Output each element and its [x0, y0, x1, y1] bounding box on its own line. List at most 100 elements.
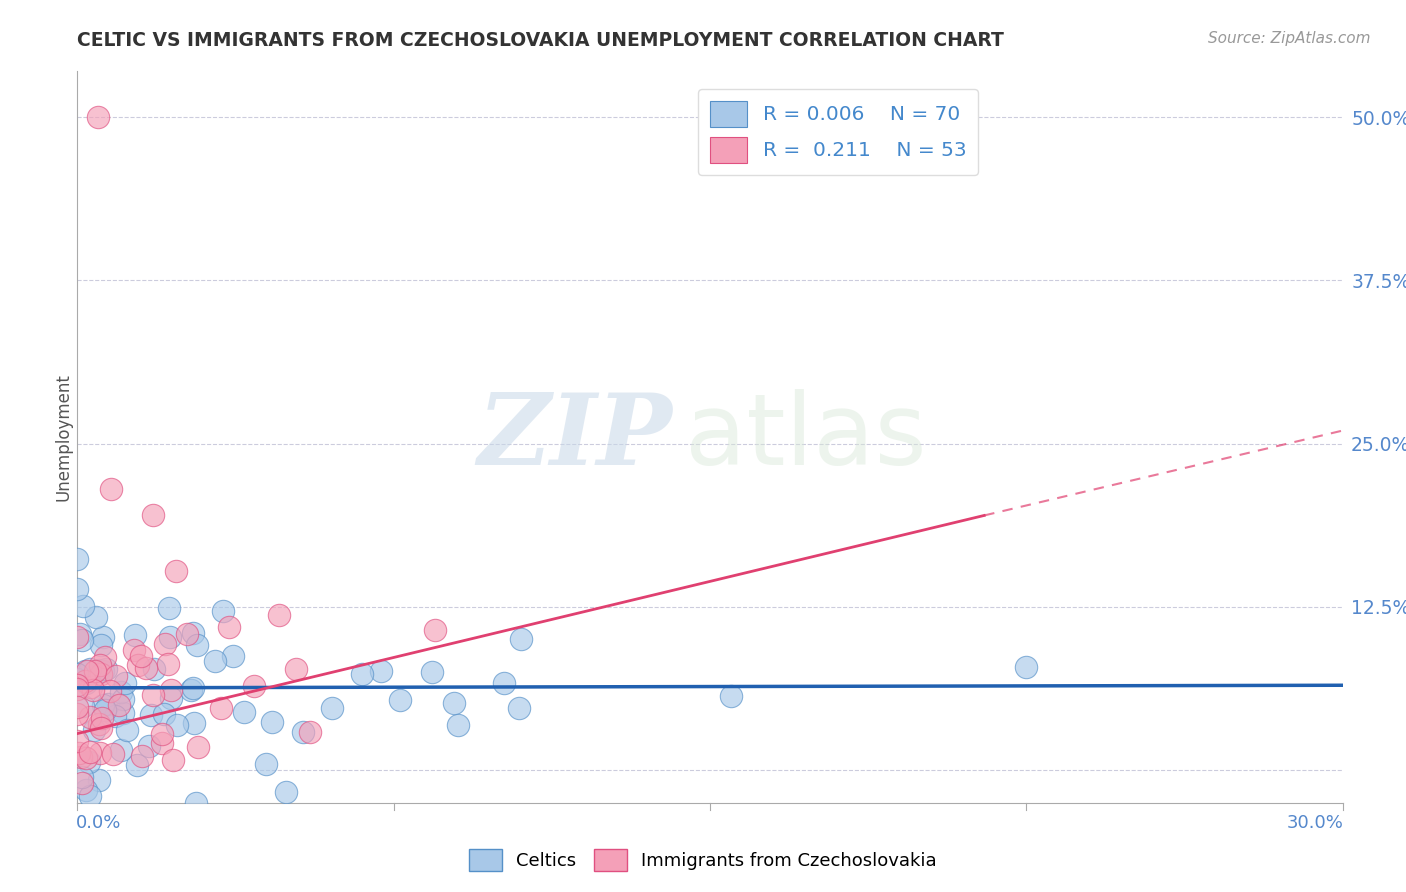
Point — [112, 692, 135, 706]
Point — [142, 508, 165, 523]
Point — [110, 743, 132, 757]
Point — [720, 690, 742, 704]
Point — [66, 700, 89, 714]
Point — [160, 690, 183, 705]
Point — [100, 483, 122, 497]
Point — [160, 682, 183, 697]
Point — [94, 703, 117, 717]
Point — [143, 662, 166, 676]
Point — [284, 662, 307, 676]
Point — [165, 565, 187, 579]
Point — [209, 700, 232, 714]
Point — [66, 672, 89, 686]
Point — [492, 676, 515, 690]
Point — [69, 749, 91, 764]
Point — [79, 710, 101, 724]
Point — [129, 649, 152, 664]
Point — [443, 697, 465, 711]
Point — [122, 643, 145, 657]
Point — [70, 776, 93, 790]
Point — [150, 736, 173, 750]
Point — [115, 723, 138, 737]
Point — [98, 684, 121, 698]
Point — [114, 675, 136, 690]
Point — [66, 682, 89, 697]
Point — [254, 757, 277, 772]
Point — [508, 701, 530, 715]
Point — [72, 698, 94, 713]
Point — [150, 727, 173, 741]
Point — [66, 678, 89, 692]
Text: Source: ZipAtlas.com: Source: ZipAtlas.com — [1208, 31, 1371, 46]
Point — [162, 753, 184, 767]
Text: 30.0%: 30.0% — [1286, 814, 1344, 831]
Point — [72, 599, 94, 613]
Point — [67, 746, 90, 760]
Point — [157, 600, 180, 615]
Point — [70, 633, 93, 648]
Text: CELTIC VS IMMIGRANTS FROM CZECHOSLOVAKIA UNEMPLOYMENT CORRELATION CHART: CELTIC VS IMMIGRANTS FROM CZECHOSLOVAKIA… — [77, 31, 1004, 50]
Point — [110, 684, 132, 698]
Point — [233, 705, 256, 719]
Point — [66, 678, 89, 692]
Point — [75, 782, 97, 797]
Point — [176, 626, 198, 640]
Point — [157, 657, 180, 672]
Point — [91, 711, 114, 725]
Point — [425, 623, 447, 637]
Point — [186, 639, 208, 653]
Point — [204, 654, 226, 668]
Point — [218, 620, 240, 634]
Point — [79, 745, 101, 759]
Point — [299, 724, 322, 739]
Text: 0.0%: 0.0% — [76, 814, 121, 831]
Point — [292, 724, 315, 739]
Point — [180, 682, 202, 697]
Point — [79, 789, 101, 804]
Point — [70, 770, 93, 784]
Point — [87, 110, 110, 124]
Point — [79, 662, 101, 676]
Point — [89, 746, 111, 760]
Point — [166, 717, 188, 731]
Point — [1015, 659, 1038, 673]
Point — [135, 660, 157, 674]
Point — [105, 669, 128, 683]
Point — [66, 552, 89, 566]
Point — [90, 638, 112, 652]
Point — [142, 688, 165, 702]
Point — [104, 708, 127, 723]
Point — [66, 734, 89, 748]
Point — [131, 748, 153, 763]
Point — [321, 701, 343, 715]
Point — [87, 772, 110, 787]
Point — [87, 663, 110, 677]
Point — [75, 751, 97, 765]
Point — [107, 698, 129, 712]
Point — [212, 604, 235, 618]
Point — [420, 665, 443, 680]
Point — [127, 657, 149, 672]
Point — [76, 664, 98, 678]
Point — [370, 664, 392, 678]
Point — [267, 607, 290, 622]
Point — [75, 676, 97, 690]
Point — [82, 682, 104, 697]
Point — [153, 637, 176, 651]
Point — [66, 630, 89, 644]
Point — [66, 582, 89, 597]
Point — [276, 785, 298, 799]
Point — [243, 679, 266, 693]
Text: ZIP: ZIP — [477, 389, 672, 485]
Point — [91, 664, 114, 678]
Point — [138, 739, 160, 753]
Point — [124, 628, 146, 642]
Point — [125, 758, 148, 772]
Point — [83, 723, 105, 737]
Point — [159, 630, 181, 644]
Point — [91, 698, 114, 712]
Legend: R = 0.006    N = 70, R =  0.211    N = 53: R = 0.006 N = 70, R = 0.211 N = 53 — [699, 88, 979, 175]
Point — [90, 722, 112, 736]
Point — [509, 632, 531, 647]
Point — [388, 693, 411, 707]
